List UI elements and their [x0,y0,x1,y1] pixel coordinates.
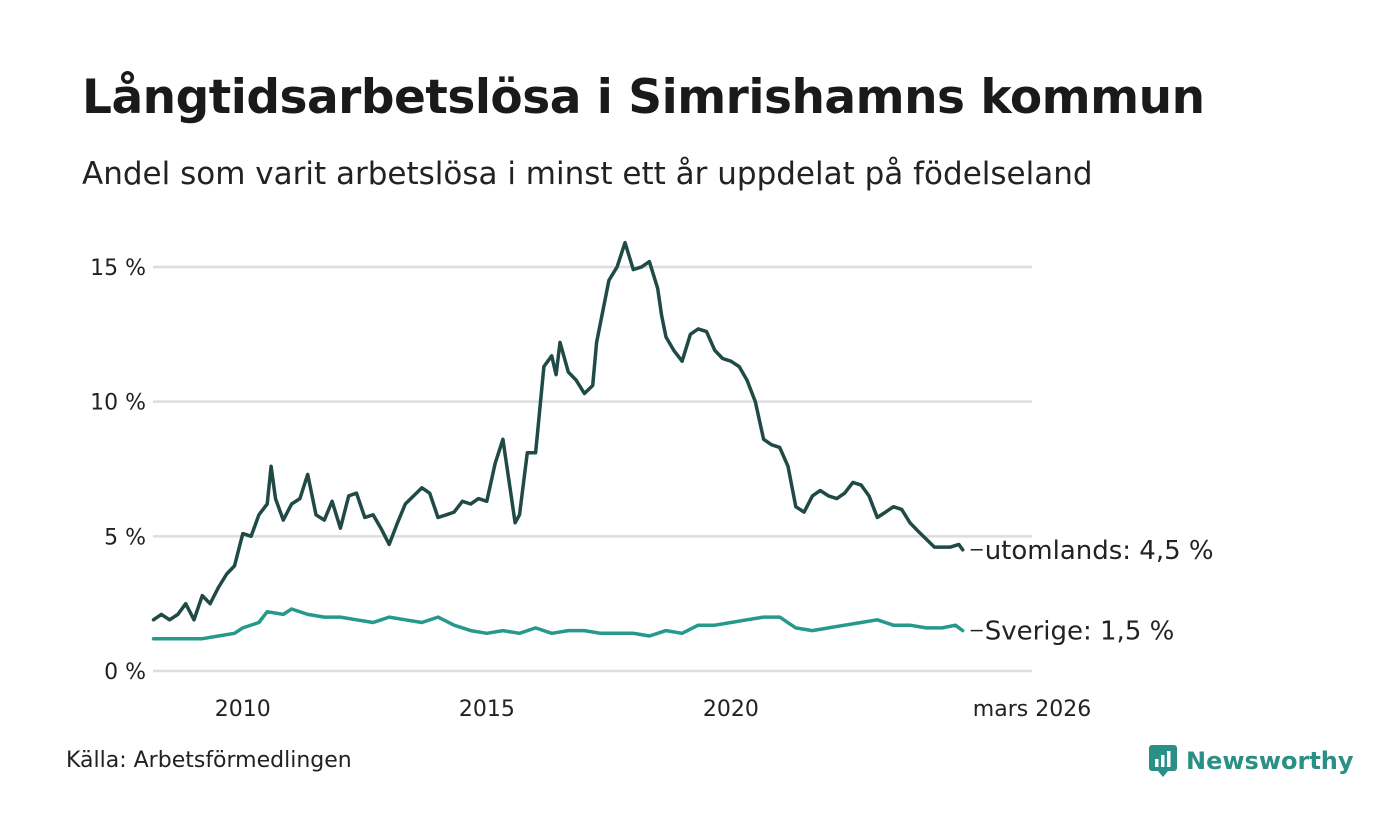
end-label-sverige: Sverige: 1,5 % [985,617,1175,647]
x-tick-label: mars 2026 [973,697,1091,722]
brand-name: Newsworthy [1186,747,1354,775]
brand-logo[interactable]: Newsworthy [1148,744,1354,778]
series-labels: utomlands: 4,5 % Sverige: 1,5 % [970,536,1214,647]
y-tick-label: 0 % [104,660,146,685]
y-tick-label: 5 % [104,525,146,550]
series-layer [151,240,965,641]
x-tick-label: 2010 [215,697,271,722]
end-label-utomlands: utomlands: 4,5 % [985,536,1214,566]
newsworthy-logo-icon [1149,745,1177,777]
x-axis: 2010 2015 2020 mars 2026 [215,697,1091,722]
series-line-utomlands [151,240,965,622]
x-tick-label: 2020 [703,697,759,722]
y-axis: 0 % 5 % 10 % 15 % [90,256,146,685]
grid-layer [153,265,1032,673]
y-tick-label: 15 % [90,256,146,281]
x-tick-label: 2015 [459,697,515,722]
y-tick-label: 10 % [90,391,146,416]
chart-subtitle: Andel som varit arbetslösa i minst ett å… [82,156,1093,192]
chart-title: Långtidsarbetslösa i Simrishamns kommun [82,70,1205,125]
source-note: Källa: Arbetsförmedlingen [66,748,352,773]
series-line-sverige [151,607,965,641]
